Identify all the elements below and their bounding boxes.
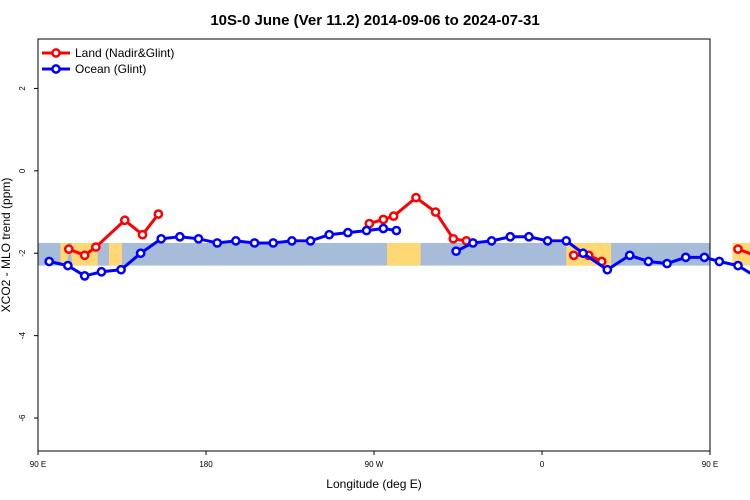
data-point <box>680 252 691 263</box>
data-point <box>486 236 497 246</box>
data-point <box>193 233 204 244</box>
data-point <box>96 266 107 277</box>
data-point <box>305 236 316 246</box>
data-point <box>578 248 588 259</box>
legend-label: Land (Nadir&Glint) <box>75 46 174 60</box>
map-band-ocean <box>38 242 710 266</box>
data-point <box>135 248 146 259</box>
data-point <box>63 260 73 271</box>
y-tick-label: 0 <box>18 168 27 173</box>
data-point <box>714 256 725 267</box>
chart-title: 10S-0 June (Ver 11.2) 2014-09-06 to 2024… <box>210 12 539 29</box>
data-point <box>231 236 241 246</box>
data-point <box>175 231 185 242</box>
data-point <box>156 233 167 244</box>
data-point <box>153 209 164 219</box>
data-point <box>63 244 74 254</box>
data-point <box>44 256 55 267</box>
x-tick-label: 180 <box>199 460 213 469</box>
data-point <box>378 223 389 234</box>
legend-item: Land (Nadir&Glint) <box>42 46 174 60</box>
data-point <box>542 236 553 246</box>
legend-marker <box>51 64 61 74</box>
data-point <box>388 211 399 222</box>
data-point <box>733 244 743 254</box>
y-axis-label: XCO2 - MLO trend (ppm) <box>0 178 13 313</box>
map-band-land <box>387 242 421 266</box>
data-point <box>733 260 743 271</box>
y-tick-label: 2 <box>18 86 27 91</box>
x-tick-label: 90 W <box>365 460 384 469</box>
x-tick-label: 90 E <box>702 460 718 469</box>
data-point <box>116 264 126 275</box>
legend-label: Ocean (Glint) <box>75 62 146 76</box>
data-point <box>287 236 297 246</box>
y-tick-label: -2 <box>18 249 27 257</box>
map-band-land <box>60 242 68 266</box>
data-point <box>79 250 90 261</box>
data-point <box>79 271 90 281</box>
data-point <box>324 229 335 240</box>
data-point <box>343 227 353 238</box>
map-band-land <box>108 242 122 266</box>
legend: Land (Nadir&Glint) Ocean (Glint) <box>42 46 174 76</box>
data-point <box>391 225 402 236</box>
x-axis-label: Longitude (deg E) <box>326 477 421 491</box>
y-tick-label: -4 <box>18 332 27 340</box>
legend-marker <box>51 48 61 58</box>
data-point <box>524 231 534 242</box>
data-point <box>468 238 478 248</box>
data-point <box>430 207 441 217</box>
series-ocean <box>44 223 750 281</box>
data-point <box>624 250 635 261</box>
series-land <box>63 192 750 267</box>
data-point <box>119 215 130 226</box>
legend-item: Ocean (Glint) <box>42 62 146 76</box>
data-point <box>212 238 223 248</box>
data-point <box>411 192 421 203</box>
data-point <box>451 246 461 257</box>
data-point <box>699 252 710 263</box>
data-point <box>602 264 613 275</box>
tick-labels: 90 E 180 90 W 0 90 E 2 0 -2 -4 -6 <box>18 86 718 469</box>
data-point <box>561 236 572 246</box>
series-layer <box>44 192 750 281</box>
data-point <box>361 225 372 236</box>
data-point <box>505 231 516 242</box>
data-point <box>249 238 260 248</box>
data-point <box>268 238 279 248</box>
data-point <box>568 250 579 261</box>
x-tick-label: 0 <box>540 460 545 469</box>
data-point <box>91 242 101 252</box>
x-tick-label: 90 E <box>30 460 46 469</box>
data-point <box>448 233 459 244</box>
y-tick-label: -6 <box>18 414 27 422</box>
data-point <box>662 258 672 269</box>
data-point <box>643 256 654 267</box>
data-point <box>137 229 148 240</box>
data-point <box>378 214 389 225</box>
